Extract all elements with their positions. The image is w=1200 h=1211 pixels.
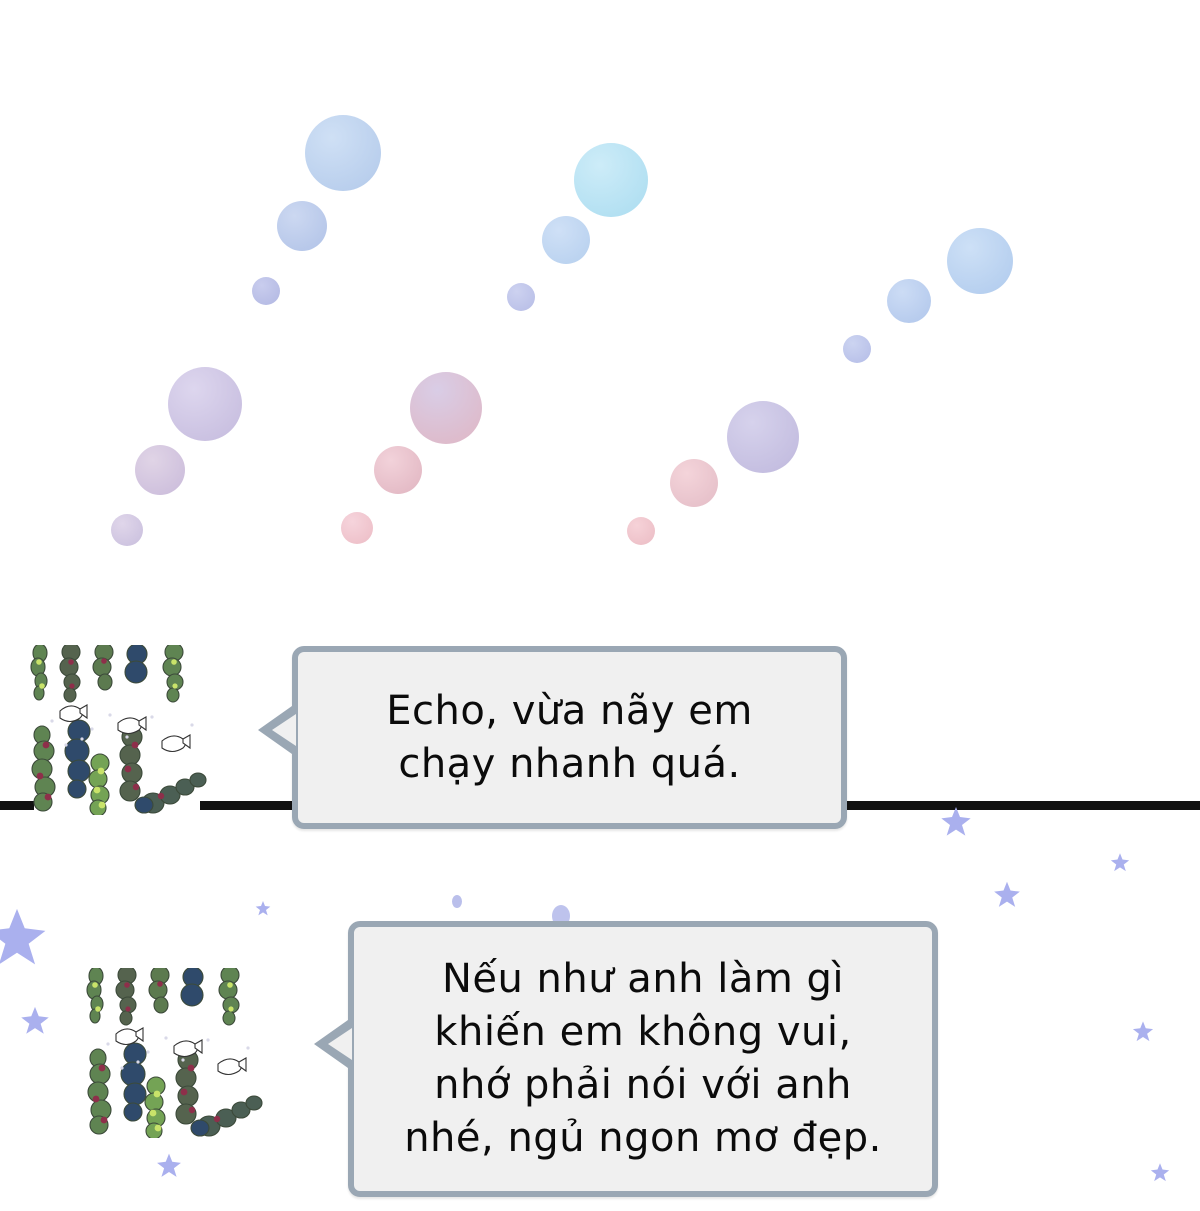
bubble-field-panel xyxy=(111,115,1013,546)
seaweed-coral-reef-art-1 xyxy=(22,645,212,815)
sparkle-star-icon xyxy=(1110,852,1130,872)
small-white-fish xyxy=(173,1039,203,1058)
bubble-decor xyxy=(111,514,143,546)
sparkle-star-icon xyxy=(20,1005,50,1035)
small-white-fish xyxy=(117,716,147,735)
black-horizontal-rule-left xyxy=(0,801,34,810)
bubble-decor xyxy=(507,283,535,311)
black-horizontal-rule-right xyxy=(852,801,1200,810)
bubble-decor xyxy=(168,367,242,441)
speech-bubble-2-text: Nếu như anh làm gì khiến em không vui, n… xyxy=(404,956,882,1161)
sparkle-star-icon xyxy=(1132,1020,1154,1042)
floating-dot xyxy=(452,895,462,908)
speech-bubble-1-tail-inner xyxy=(272,714,296,746)
speech-bubble-1[interactable]: Echo, vừa nãy em chạy nhanh quá. xyxy=(292,646,847,829)
bubble-decor xyxy=(374,446,422,494)
small-white-fish xyxy=(115,1027,144,1046)
bubble-decor xyxy=(887,279,931,323)
small-white-fish xyxy=(217,1057,247,1076)
sparkle-star-icon xyxy=(940,805,972,837)
speech-bubble-2-tail-inner xyxy=(328,1028,352,1060)
bubble-decor xyxy=(305,115,381,191)
bubble-decor xyxy=(410,372,482,444)
bubble-decor xyxy=(727,401,799,473)
bubble-decor xyxy=(252,277,280,305)
sparkle-star-icon xyxy=(255,900,271,916)
bubble-decor xyxy=(135,445,185,495)
sparkle-star-icon xyxy=(0,905,48,967)
bubble-decor xyxy=(627,517,655,545)
sparkle-star-icon xyxy=(156,1152,182,1178)
sparkle-star-icon xyxy=(1150,1162,1170,1182)
bubble-decor xyxy=(670,459,718,507)
bubble-decor xyxy=(277,201,327,251)
bubble-decor xyxy=(542,216,590,264)
small-white-fish xyxy=(161,734,191,753)
bubble-decor xyxy=(843,335,871,363)
speech-bubble-2[interactable]: Nếu như anh làm gì khiến em không vui, n… xyxy=(348,921,938,1197)
speech-bubble-1-text: Echo, vừa nãy em chạy nhanh quá. xyxy=(386,687,753,787)
sparkle-star-icon xyxy=(993,880,1021,908)
seaweed-coral-reef-art-2 xyxy=(78,968,268,1138)
bubble-decor xyxy=(947,228,1013,294)
bubble-decor xyxy=(341,512,373,544)
small-white-fish xyxy=(59,704,88,723)
bubble-decor xyxy=(574,143,648,217)
